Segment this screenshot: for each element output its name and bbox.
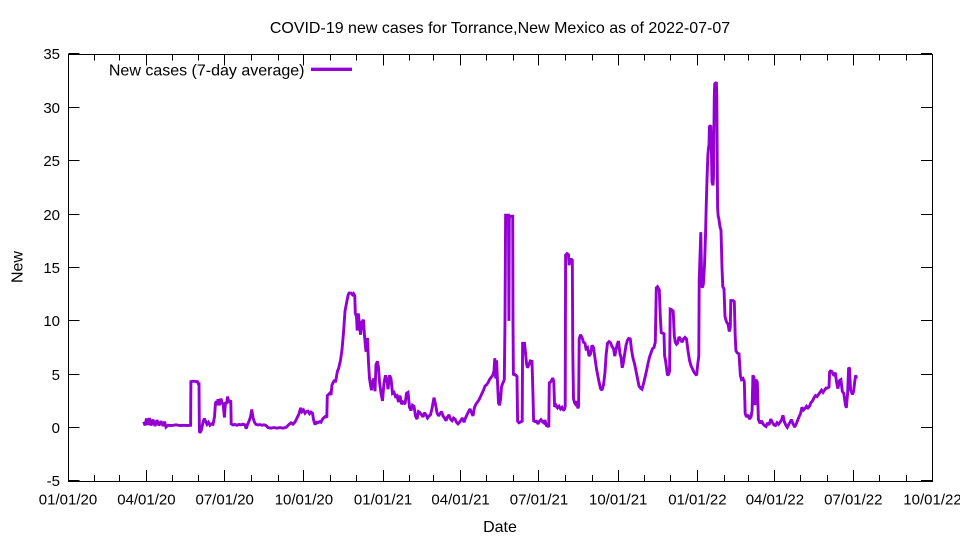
svg-text:0: 0 (52, 420, 60, 437)
svg-text:20: 20 (43, 207, 60, 224)
svg-text:01/01/20: 01/01/20 (39, 492, 97, 509)
svg-text:10/01/22: 10/01/22 (903, 492, 960, 509)
svg-text:10: 10 (43, 313, 60, 330)
svg-text:New cases (7-day average): New cases (7-day average) (109, 63, 305, 80)
svg-text:07/01/22: 07/01/22 (824, 492, 882, 509)
svg-text:01/01/21: 01/01/21 (354, 492, 412, 509)
svg-text:Date: Date (483, 519, 517, 536)
svg-text:15: 15 (43, 260, 60, 277)
svg-text:5: 5 (52, 367, 60, 384)
svg-text:07/01/20: 07/01/20 (196, 492, 254, 509)
svg-text:04/01/22: 04/01/22 (746, 492, 804, 509)
svg-text:COVID-19 new cases for Torranc: COVID-19 new cases for Torrance,New Mexi… (270, 20, 730, 37)
svg-text:30: 30 (43, 100, 60, 117)
svg-text:07/01/21: 07/01/21 (510, 492, 568, 509)
svg-text:New: New (10, 251, 27, 283)
svg-text:04/01/20: 04/01/20 (117, 492, 175, 509)
svg-text:10/01/20: 10/01/20 (275, 492, 333, 509)
svg-text:10/01/21: 10/01/21 (589, 492, 647, 509)
svg-text:-5: -5 (47, 473, 60, 490)
svg-text:01/01/22: 01/01/22 (668, 492, 726, 509)
svg-text:04/01/21: 04/01/21 (431, 492, 489, 509)
svg-text:25: 25 (43, 153, 60, 170)
svg-text:35: 35 (43, 46, 60, 63)
